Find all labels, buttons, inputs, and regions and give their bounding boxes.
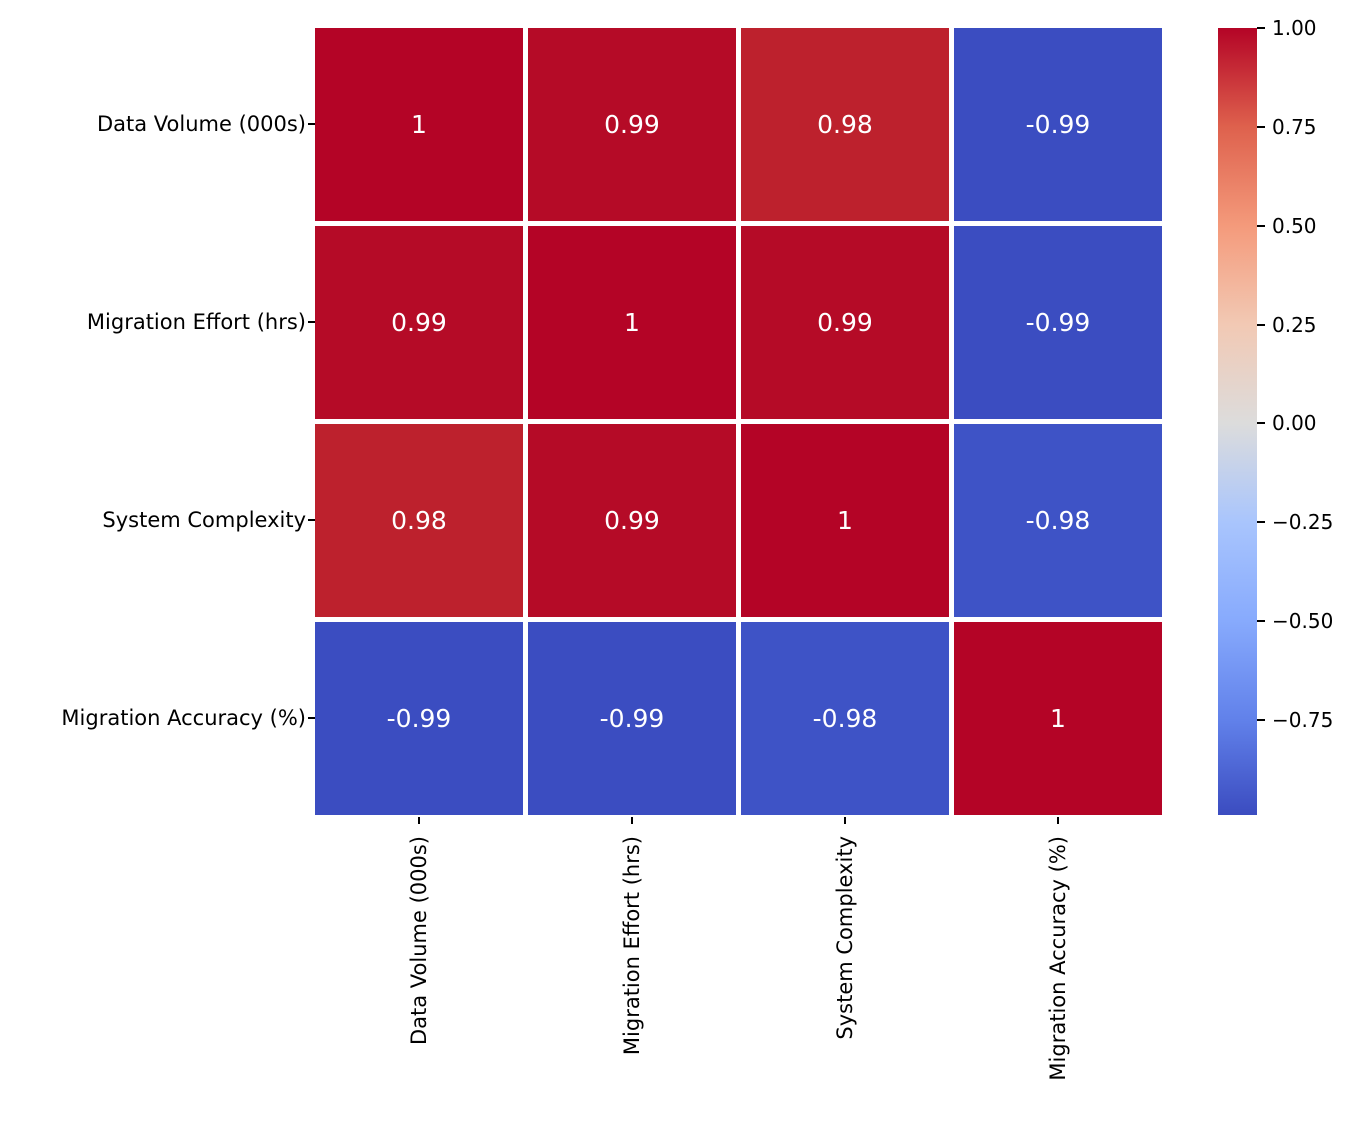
row-label-migration-accuracy: Migration Accuracy (%) [61,706,306,730]
heatmap-cell-r3-c1: -0.99 [528,622,736,815]
heatmap-cell-r1-c3: -0.99 [954,226,1162,419]
x-axis-tick-1 [418,817,420,824]
colorbar-tick-1 [1257,27,1265,29]
colorbar-label-0.25: 0.25 [1272,313,1317,337]
colorbar-label-0.75: 0.75 [1272,115,1317,139]
y-axis-tick-1 [308,123,315,125]
col-label-system-complexity: System Complexity [833,836,857,1040]
colorbar-tick-5 [1257,422,1265,424]
heatmap-cell-r0-c0: 1 [315,28,523,221]
colorbar-label--0.75: −0.75 [1272,708,1334,732]
x-axis-tick-3 [844,817,846,824]
x-axis-tick-2 [631,817,633,824]
y-axis-tick-3 [308,519,315,521]
colorbar-label-0.50: 0.50 [1272,214,1317,238]
colorbar-tick-7 [1257,620,1265,622]
col-label-wrap-3: System Complexity [833,836,857,1044]
heatmap-cell-r2-c2: 1 [741,424,949,617]
colorbar [1218,28,1257,815]
heatmap-cell-r0-c3: -0.99 [954,28,1162,221]
colorbar-tick-8 [1257,719,1265,721]
colorbar-label-1.00: 1.00 [1272,16,1317,40]
heatmap-cell-r3-c0: -0.99 [315,622,523,815]
colorbar-tick-3 [1257,225,1265,227]
heatmap-cell-r1-c0: 0.99 [315,226,523,419]
row-label-migration-effort: Migration Effort (hrs) [86,310,306,334]
col-label-wrap-4: Migration Accuracy (%) [1046,836,1070,1085]
row-label-data-volume: Data Volume (000s) [96,112,306,136]
heatmap-cell-r2-c3: -0.98 [954,424,1162,617]
col-label-data-volume: Data Volume (000s) [407,836,431,1046]
heatmap-grid: 1 0.99 0.98 -0.99 0.99 1 0.99 -0.99 0.98 0.99 1 -0.… [315,28,1162,815]
heatmap-cell-r2-c0: 0.98 [315,424,523,617]
x-axis-tick-4 [1057,817,1059,824]
col-label-wrap-1: Data Volume (000s) [407,836,431,1049]
heatmap-cell-r0-c2: 0.98 [741,28,949,221]
colorbar-label--0.25: −0.25 [1272,510,1334,534]
heatmap-cell-r2-c1: 0.99 [528,424,736,617]
col-label-migration-accuracy: Migration Accuracy (%) [1046,836,1070,1081]
heatmap-cell-r1-c1: 1 [528,226,736,419]
colorbar-tick-2 [1257,126,1265,128]
colorbar-label-0.00: 0.00 [1272,411,1317,435]
y-axis-tick-4 [308,717,315,719]
row-label-system-complexity: System Complexity [102,508,306,532]
y-axis-tick-2 [308,321,315,323]
col-label-migration-effort: Migration Effort (hrs) [620,836,644,1056]
colorbar-tick-4 [1257,324,1265,326]
heatmap-cell-r3-c2: -0.98 [741,622,949,815]
heatmap-cell-r1-c2: 0.99 [741,226,949,419]
heatmap-cell-r0-c1: 0.99 [528,28,736,221]
col-label-wrap-2: Migration Effort (hrs) [620,836,644,1059]
colorbar-tick-6 [1257,521,1265,523]
heatmap-cell-r3-c3: 1 [954,622,1162,815]
colorbar-label--0.50: −0.50 [1272,609,1334,633]
